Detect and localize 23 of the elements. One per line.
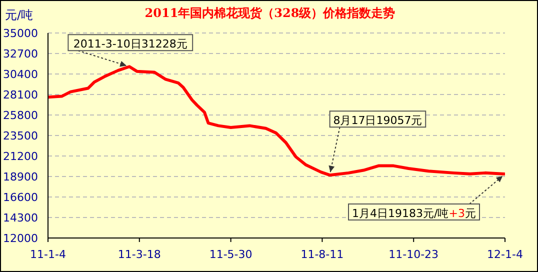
- y-axis-title: 元/吨: [5, 7, 34, 24]
- annotation: 1月4日19183元/吨+3元: [352, 206, 476, 220]
- y-tick-label: 28100: [3, 88, 38, 102]
- line-series: [48, 65, 505, 177]
- annotation: 8月17日19057元: [333, 114, 422, 127]
- y-tick-label: 25800: [3, 108, 38, 122]
- y-tick-label: 30400: [3, 68, 38, 81]
- annotation: 2011-3-10日31228元: [73, 37, 188, 50]
- x-tick-label: 11-10-23: [388, 248, 439, 261]
- x-tick-label: 11-8-11: [300, 248, 344, 261]
- y-tick-label: 21200: [3, 150, 38, 163]
- x-tick-label: 11-3-18: [118, 248, 161, 261]
- x-tick-label: 11-1-4: [30, 248, 66, 261]
- chart-title: 2011年国内棉花现货（328级）价格指数走势: [144, 6, 396, 20]
- y-tick-label: 16600: [3, 190, 38, 204]
- y-tick-label: 23500: [3, 129, 38, 142]
- x-tick-label: 12-1-4: [487, 248, 523, 261]
- y-tick-label: 12000: [3, 232, 38, 245]
- y-tick-label: 35000: [3, 26, 38, 40]
- y-tick-label: 32700: [3, 47, 38, 60]
- x-tick-label: 11-5-30: [209, 248, 252, 261]
- y-tick-label: 14300: [3, 211, 38, 224]
- y-tick-label: 18900: [3, 170, 38, 184]
